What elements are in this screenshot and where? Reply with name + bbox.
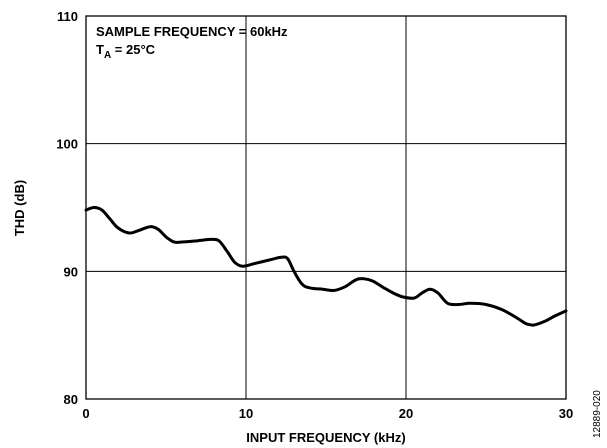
annotation-temperature-value: = 25°C xyxy=(111,42,155,57)
annotation-background xyxy=(88,18,240,62)
annotation-temperature: TA = 25°C xyxy=(96,42,156,61)
x-tick-label-0: 0 xyxy=(82,406,89,421)
annotation-temperature-subscript: A xyxy=(104,50,111,61)
y-tick-label-2: 100 xyxy=(56,137,78,152)
x-tick-labels: 0 10 20 30 xyxy=(82,406,573,421)
annotation-sample-frequency: SAMPLE FREQUENCY = 60kHz xyxy=(96,24,288,39)
annotation-temperature-symbol: T xyxy=(96,42,104,57)
y-tick-label-1: 90 xyxy=(64,264,78,279)
y-tick-label-0: 80 xyxy=(64,392,78,407)
x-tick-label-3: 30 xyxy=(559,406,573,421)
figure-code: 12889-020 xyxy=(592,390,603,438)
thd-series-line xyxy=(84,206,568,327)
x-tick-label-1: 10 xyxy=(239,406,253,421)
grid-lines xyxy=(86,16,566,399)
x-axis-title: INPUT FREQUENCY (kHz) xyxy=(246,430,405,445)
x-tick-label-2: 20 xyxy=(399,406,413,421)
y-tick-label-3: 110 xyxy=(57,9,78,24)
y-tick-labels: 80 90 100 110 xyxy=(56,9,78,407)
plot-frame xyxy=(85,15,567,400)
y-axis-title: THD (dB) xyxy=(12,180,27,236)
